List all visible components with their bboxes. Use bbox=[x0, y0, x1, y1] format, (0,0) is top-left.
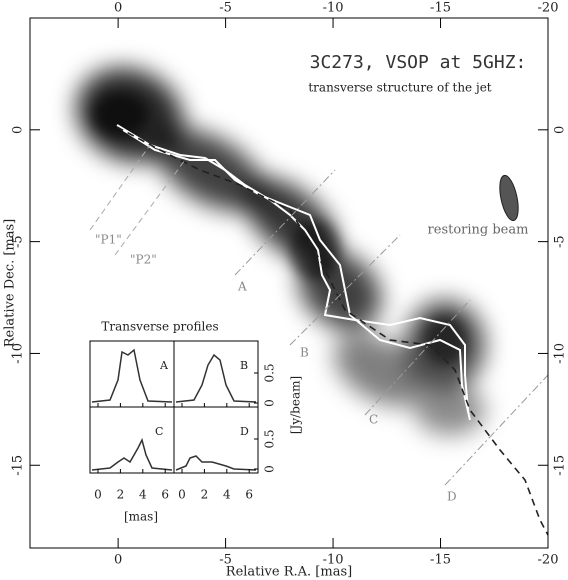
x-tick-label: -20 bbox=[538, 1, 559, 16]
annotation: D bbox=[447, 490, 457, 504]
x-tick-label: -10 bbox=[323, 553, 344, 568]
inset-x-tick-label: 2 bbox=[201, 488, 209, 502]
inset-x-tick-label: 2 bbox=[117, 488, 125, 502]
panel-label: A bbox=[159, 359, 169, 372]
ridge-lines bbox=[89, 124, 549, 536]
x-tick-label: -20 bbox=[538, 553, 559, 568]
inset-x-tick-label: 6 bbox=[245, 488, 253, 502]
annotation: "P2" bbox=[130, 253, 157, 267]
inset-y-tick-label: 0 bbox=[263, 465, 277, 473]
inset-x-label: [mas] bbox=[124, 510, 158, 524]
x-tick-label: -10 bbox=[323, 1, 344, 16]
plot-frame bbox=[29, 17, 549, 549]
x-tick-label: 0 bbox=[114, 553, 122, 568]
inset-y-tick-label: 0 bbox=[263, 399, 277, 407]
x-tick-label: -5 bbox=[219, 553, 232, 568]
y-tick-label: -15 bbox=[553, 455, 568, 476]
panel-label: C bbox=[155, 425, 163, 438]
inset-y-tick-label: 0.5 bbox=[263, 429, 277, 448]
annotation: A bbox=[237, 280, 247, 294]
panel-label: D bbox=[240, 425, 249, 438]
y-axis-label: Relative Dec. [mas] bbox=[3, 219, 18, 348]
x-tick-label: -15 bbox=[430, 553, 451, 568]
inset-x-tick-label: 0 bbox=[94, 488, 102, 502]
x-tick-label: -15 bbox=[430, 1, 451, 16]
y-tick-label: -5 bbox=[11, 235, 26, 248]
y-tick-label: 0 bbox=[11, 126, 26, 134]
x-tick-label: 0 bbox=[114, 1, 122, 16]
subtitle: transverse structure of the jet bbox=[308, 81, 491, 95]
inset-y-tick-label: 0.5 bbox=[263, 363, 277, 382]
y-tick-label: -15 bbox=[11, 455, 26, 476]
annotation: restoring beam bbox=[428, 223, 529, 238]
y-tick-label: -10 bbox=[553, 343, 568, 364]
x-tick-label: -5 bbox=[219, 1, 232, 16]
inset-title: Transverse profiles bbox=[101, 320, 218, 334]
title: 3C273, VSOP at 5GHZ: bbox=[310, 52, 527, 73]
annotation: C bbox=[369, 413, 378, 427]
inset-y-label: [Jy/beam] bbox=[289, 376, 303, 434]
annotation: B bbox=[300, 346, 309, 360]
jet-image bbox=[76, 68, 485, 435]
panel-label: B bbox=[240, 359, 248, 372]
inset-x-tick-label: 4 bbox=[223, 488, 231, 502]
annotation: "P1" bbox=[95, 233, 122, 247]
y-tick-label: 0 bbox=[553, 126, 568, 134]
y-tick-label: -10 bbox=[11, 343, 26, 364]
y-tick-label: -5 bbox=[553, 235, 568, 248]
inset-x-tick-label: 0 bbox=[178, 488, 186, 502]
inset-x-tick-label: 4 bbox=[139, 488, 147, 502]
inset: Transverse profiles A B C D [mas] [Jy/be… bbox=[88, 320, 303, 524]
inset-x-tick-label: 6 bbox=[161, 488, 169, 502]
x-axis-label: Relative R.A. [mas] bbox=[226, 565, 352, 580]
